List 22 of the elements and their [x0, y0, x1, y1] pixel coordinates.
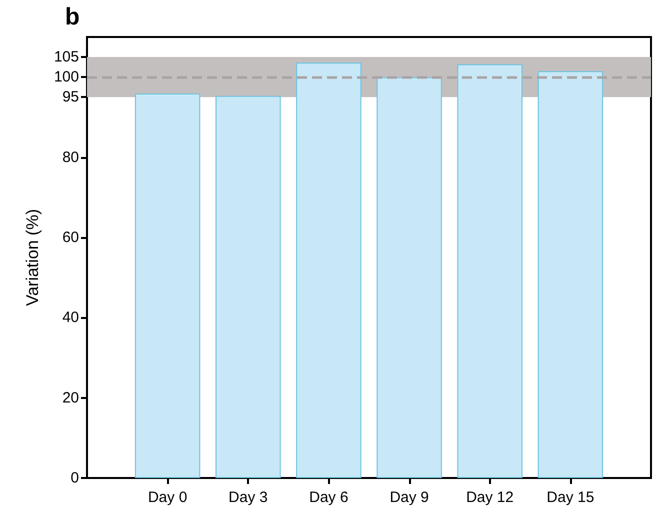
- y-tick-label: 80: [62, 148, 79, 166]
- bar: [457, 64, 522, 478]
- x-tick-label: Day 15: [546, 489, 594, 506]
- bar: [538, 71, 604, 478]
- bar: [296, 62, 362, 478]
- bar: [134, 94, 200, 478]
- x-tick-label: Day 12: [466, 489, 514, 506]
- y-tick-label: 95: [62, 88, 79, 106]
- y-tick-label: 20: [62, 389, 79, 406]
- y-tick-label: 40: [62, 309, 79, 326]
- x-tick-label: Day 9: [390, 489, 429, 506]
- y-tick-label: 0: [70, 470, 79, 486]
- bar: [216, 96, 281, 478]
- chart-title: b: [65, 4, 80, 30]
- bar: [376, 77, 442, 478]
- y-tick-label: 105: [54, 48, 79, 66]
- y-tick-label: 100: [54, 68, 79, 86]
- x-tick-label: Day 6: [309, 489, 348, 506]
- y-axis-title: Variation (%): [23, 209, 42, 306]
- x-tick-label: Day 0: [148, 489, 188, 506]
- x-tick-label: Day 3: [228, 489, 268, 506]
- y-tick-label: 60: [62, 228, 79, 246]
